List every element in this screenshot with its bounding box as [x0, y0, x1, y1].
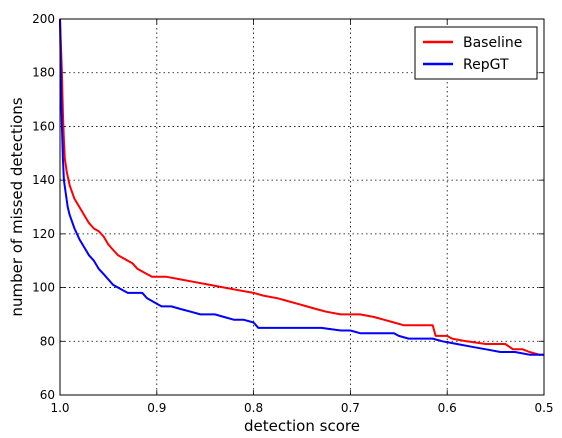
series-line-repgt	[59, 18, 544, 356]
y-tick-label: 200	[32, 12, 55, 26]
y-tick-label: 80	[40, 334, 55, 348]
legend-label-repgt: RepGT	[463, 57, 509, 73]
x-tick-label: 1.0	[50, 401, 69, 415]
y-tick-label: 160	[32, 119, 55, 133]
y-tick-label: 60	[40, 388, 55, 402]
x-tick-label: 0.6	[438, 401, 457, 415]
x-tick-label: 0.8	[244, 401, 263, 415]
x-tick-label: 0.5	[534, 401, 553, 415]
y-tick-label: 120	[32, 227, 55, 241]
legend-label-baseline: Baseline	[463, 35, 522, 51]
series-line-baseline	[59, 18, 544, 356]
y-tick-label: 180	[32, 66, 55, 80]
legend-box	[414, 26, 538, 80]
legend: Baseline RepGT	[414, 26, 538, 80]
y-tick-label: 140	[32, 173, 55, 187]
plot-frame	[59, 18, 545, 396]
y-tick-label: 100	[32, 281, 55, 295]
y-axis-label: number of missed detections	[8, 97, 26, 316]
x-tick-label: 0.7	[341, 401, 360, 415]
x-axis-label: detection score	[244, 417, 360, 435]
series-lines	[59, 18, 544, 356]
tick-labels: 1.0 0.9 0.8 0.7 0.6 0.5 60 80 100 120 140 160 180 200	[32, 12, 553, 415]
x-tick-label: 0.9	[147, 401, 166, 415]
